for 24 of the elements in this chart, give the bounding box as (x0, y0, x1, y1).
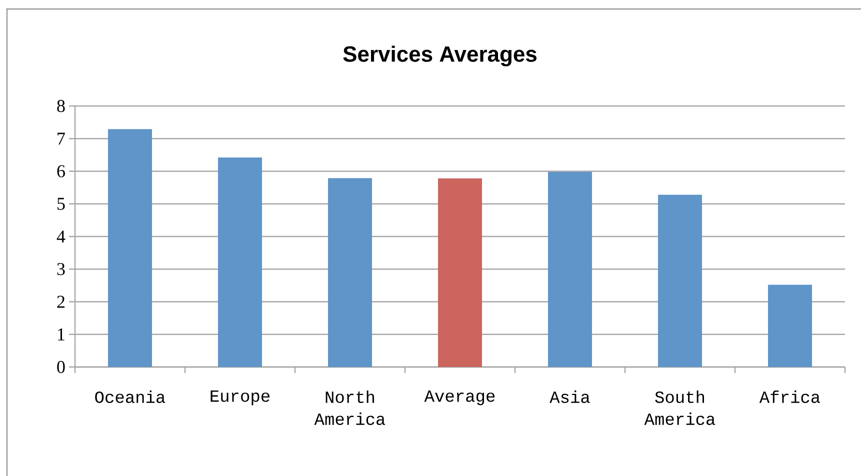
y-tick-label: 7 (58, 132, 65, 145)
x-tick-label: Africa (759, 390, 820, 404)
y-tick-label: 4 (56, 230, 66, 242)
bar (328, 178, 372, 367)
bar (438, 178, 482, 367)
x-tick-label: Oceania (95, 390, 166, 404)
bar (108, 129, 152, 367)
y-tick-label: 6 (57, 165, 65, 178)
x-tick-label: Asia (550, 390, 590, 404)
x-tick-label: South America (644, 390, 716, 426)
x-tick-label: Europe (210, 390, 270, 406)
bar (548, 172, 592, 367)
chart-title: Services Averages (343, 46, 537, 66)
x-tick-label: North America (314, 390, 386, 426)
y-tick-label: 2 (57, 296, 64, 308)
bar (658, 194, 702, 367)
bar (768, 284, 812, 367)
bar (218, 158, 262, 367)
y-tick-label: 1 (58, 328, 64, 340)
y-tick-label: 5 (58, 198, 65, 210)
y-tick-label: 8 (57, 100, 65, 112)
x-tick-label: Average (424, 390, 495, 406)
y-tick-label: 0 (57, 360, 65, 374)
y-tick-label: 3 (57, 263, 65, 276)
